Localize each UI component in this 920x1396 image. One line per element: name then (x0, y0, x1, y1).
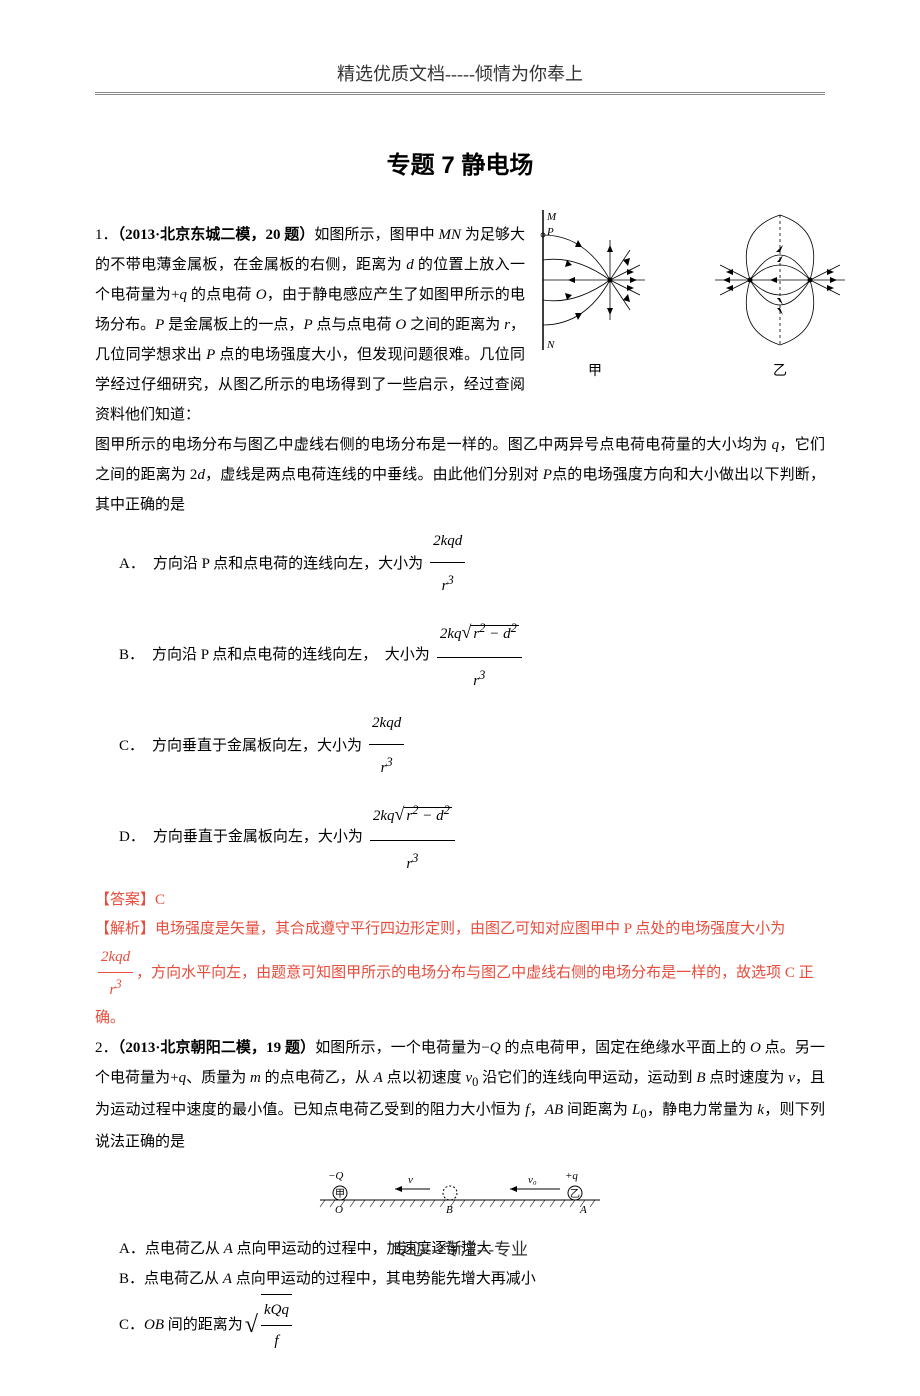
fig-label-yi: 乙 (773, 358, 787, 386)
q1-source: （2013·北京东城二模，20 题） (118, 227, 315, 243)
opt-a-label: A． (119, 543, 145, 585)
fig-label-jia: 甲 (588, 358, 602, 386)
field-diagram-jia: M N (535, 210, 655, 350)
svg-text:v₀: v₀ (528, 1174, 537, 1186)
opt-b-text: 方向沿 P 点和点电荷的连线向左， 大小为 (152, 634, 430, 676)
q2-body: 如图所示，一个电荷量为−Q 的点电荷甲，固定在绝缘水平面上的 O 点。另一个电荷… (95, 1040, 825, 1150)
q2-opt-b: B．点电荷乙从 A 点向甲运动的过程中，其电势能先增大再减小 (119, 1271, 536, 1287)
q1-option-d: D． 方向垂直于金属板向左，大小为 2kq√r2 − d2 r3 (119, 789, 825, 884)
svg-text:乙: 乙 (570, 1188, 580, 1200)
field-diagram-yi (705, 210, 855, 350)
opt-b-label: B． (119, 634, 144, 676)
svg-text:+q: +q (565, 1170, 578, 1182)
explain-formula: 2kqd r3 (98, 943, 133, 1004)
explain-text1: 电场强度是矢量，其合成遵守平行四边形定则，由图乙可知对应图甲中 P 点处的电场强… (155, 921, 785, 937)
opt-a-formula: 2kqd r3 (430, 520, 465, 607)
figure-jia: M N (535, 210, 655, 386)
q2-c-formula: kQq f (261, 1294, 292, 1356)
header-divider (95, 92, 825, 95)
q1-option-a: A． 方向沿 P 点和点电荷的连线向左，大小为 2kqd r3 (119, 520, 825, 607)
svg-text:N: N (546, 339, 555, 350)
q1-answer: 【答案】C (95, 885, 825, 915)
opt-d-text: 方向垂直于金属板向左，大小为 (153, 816, 363, 858)
q1-body1: 如图所示，图甲中 MN 为足够大的不带电薄金属板，在金属板的右侧，距离为 d 的… (95, 227, 525, 423)
svg-text:B: B (446, 1204, 453, 1215)
q2-source: （2013·北京朝阳二模，19 题） (118, 1040, 315, 1056)
opt-d-formula: 2kq√r2 − d2 r3 (370, 789, 455, 884)
q2-number: 2． (95, 1040, 118, 1056)
q2-option-b: B．点电荷乙从 A 点向甲运动的过程中，其电势能先增大再减小 (119, 1264, 825, 1294)
opt-c-label: C． (119, 725, 144, 767)
svg-text:P: P (546, 226, 554, 238)
q2-text: 2．（2013·北京朝阳二模，19 题）如图所示，一个电荷量为−Q 的点电荷甲，… (95, 1033, 825, 1157)
answer-value: C (155, 892, 165, 908)
document-title: 专题 7 静电场 (95, 145, 825, 180)
q1-text-part1: 1．（2013·北京东城二模，20 题）如图所示，图甲中 MN 为足够大的不带电… (95, 220, 525, 430)
q2-diagram: 甲 −Q O B v 乙 +q A v₀ (95, 1165, 825, 1226)
q2-option-c: C．OB 间的距离为 √ kQq f (119, 1294, 825, 1356)
q1-text-part2: 图甲所示的电场分布与图乙中虚线右侧的电场分布是一样的。图乙中两异号点电荷电荷量的… (95, 430, 825, 520)
question-2: 2．（2013·北京朝阳二模，19 题）如图所示，一个电荷量为−Q 的点电荷甲，… (95, 1033, 825, 1356)
opt-b-formula: 2kq√r2 − d2 r3 (437, 607, 522, 702)
svg-text:O: O (335, 1204, 343, 1215)
figure-yi: 乙 (705, 210, 855, 386)
svg-text:v: v (408, 1174, 413, 1186)
figure-container: M N (535, 210, 855, 386)
opt-a-text: 方向沿 P 点和点电荷的连线向左，大小为 (153, 543, 423, 585)
explain-text2: ，方向水平向左，由题意可知图甲所示的电场分布与图乙中虚线右侧的电场分布是一样的，… (95, 965, 814, 1026)
page-header: 精选优质文档-----倾情为你奉上 (95, 60, 825, 86)
explain-label: 【解析】 (95, 921, 155, 937)
svg-text:−Q: −Q (328, 1170, 343, 1182)
opt-c-formula: 2kqd r3 (369, 702, 404, 789)
opt-c-text: 方向垂直于金属板向左，大小为 (152, 725, 362, 767)
page-footer: 专心---专注---专业 (0, 1235, 920, 1260)
answer-label: 【答案】 (95, 892, 155, 908)
opt-d-label: D． (119, 816, 145, 858)
q1-number: 1． (95, 227, 118, 243)
q1-option-b: B． 方向沿 P 点和点电荷的连线向左， 大小为 2kq√r2 − d2 r3 (119, 607, 825, 702)
svg-text:M: M (546, 211, 557, 223)
svg-text:A: A (579, 1204, 587, 1215)
question-1: M N (95, 220, 825, 1033)
q1-explanation: 【解析】电场强度是矢量，其合成遵守平行四边形定则，由图乙可知对应图甲中 P 点处… (95, 915, 825, 1033)
charge-diagram: 甲 −Q O B v 乙 +q A v₀ (300, 1165, 620, 1215)
q2-opt-c: C．OB 间的距离为 (119, 1310, 243, 1340)
q1-option-c: C． 方向垂直于金属板向左，大小为 2kqd r3 (119, 702, 825, 789)
svg-text:甲: 甲 (335, 1189, 345, 1200)
